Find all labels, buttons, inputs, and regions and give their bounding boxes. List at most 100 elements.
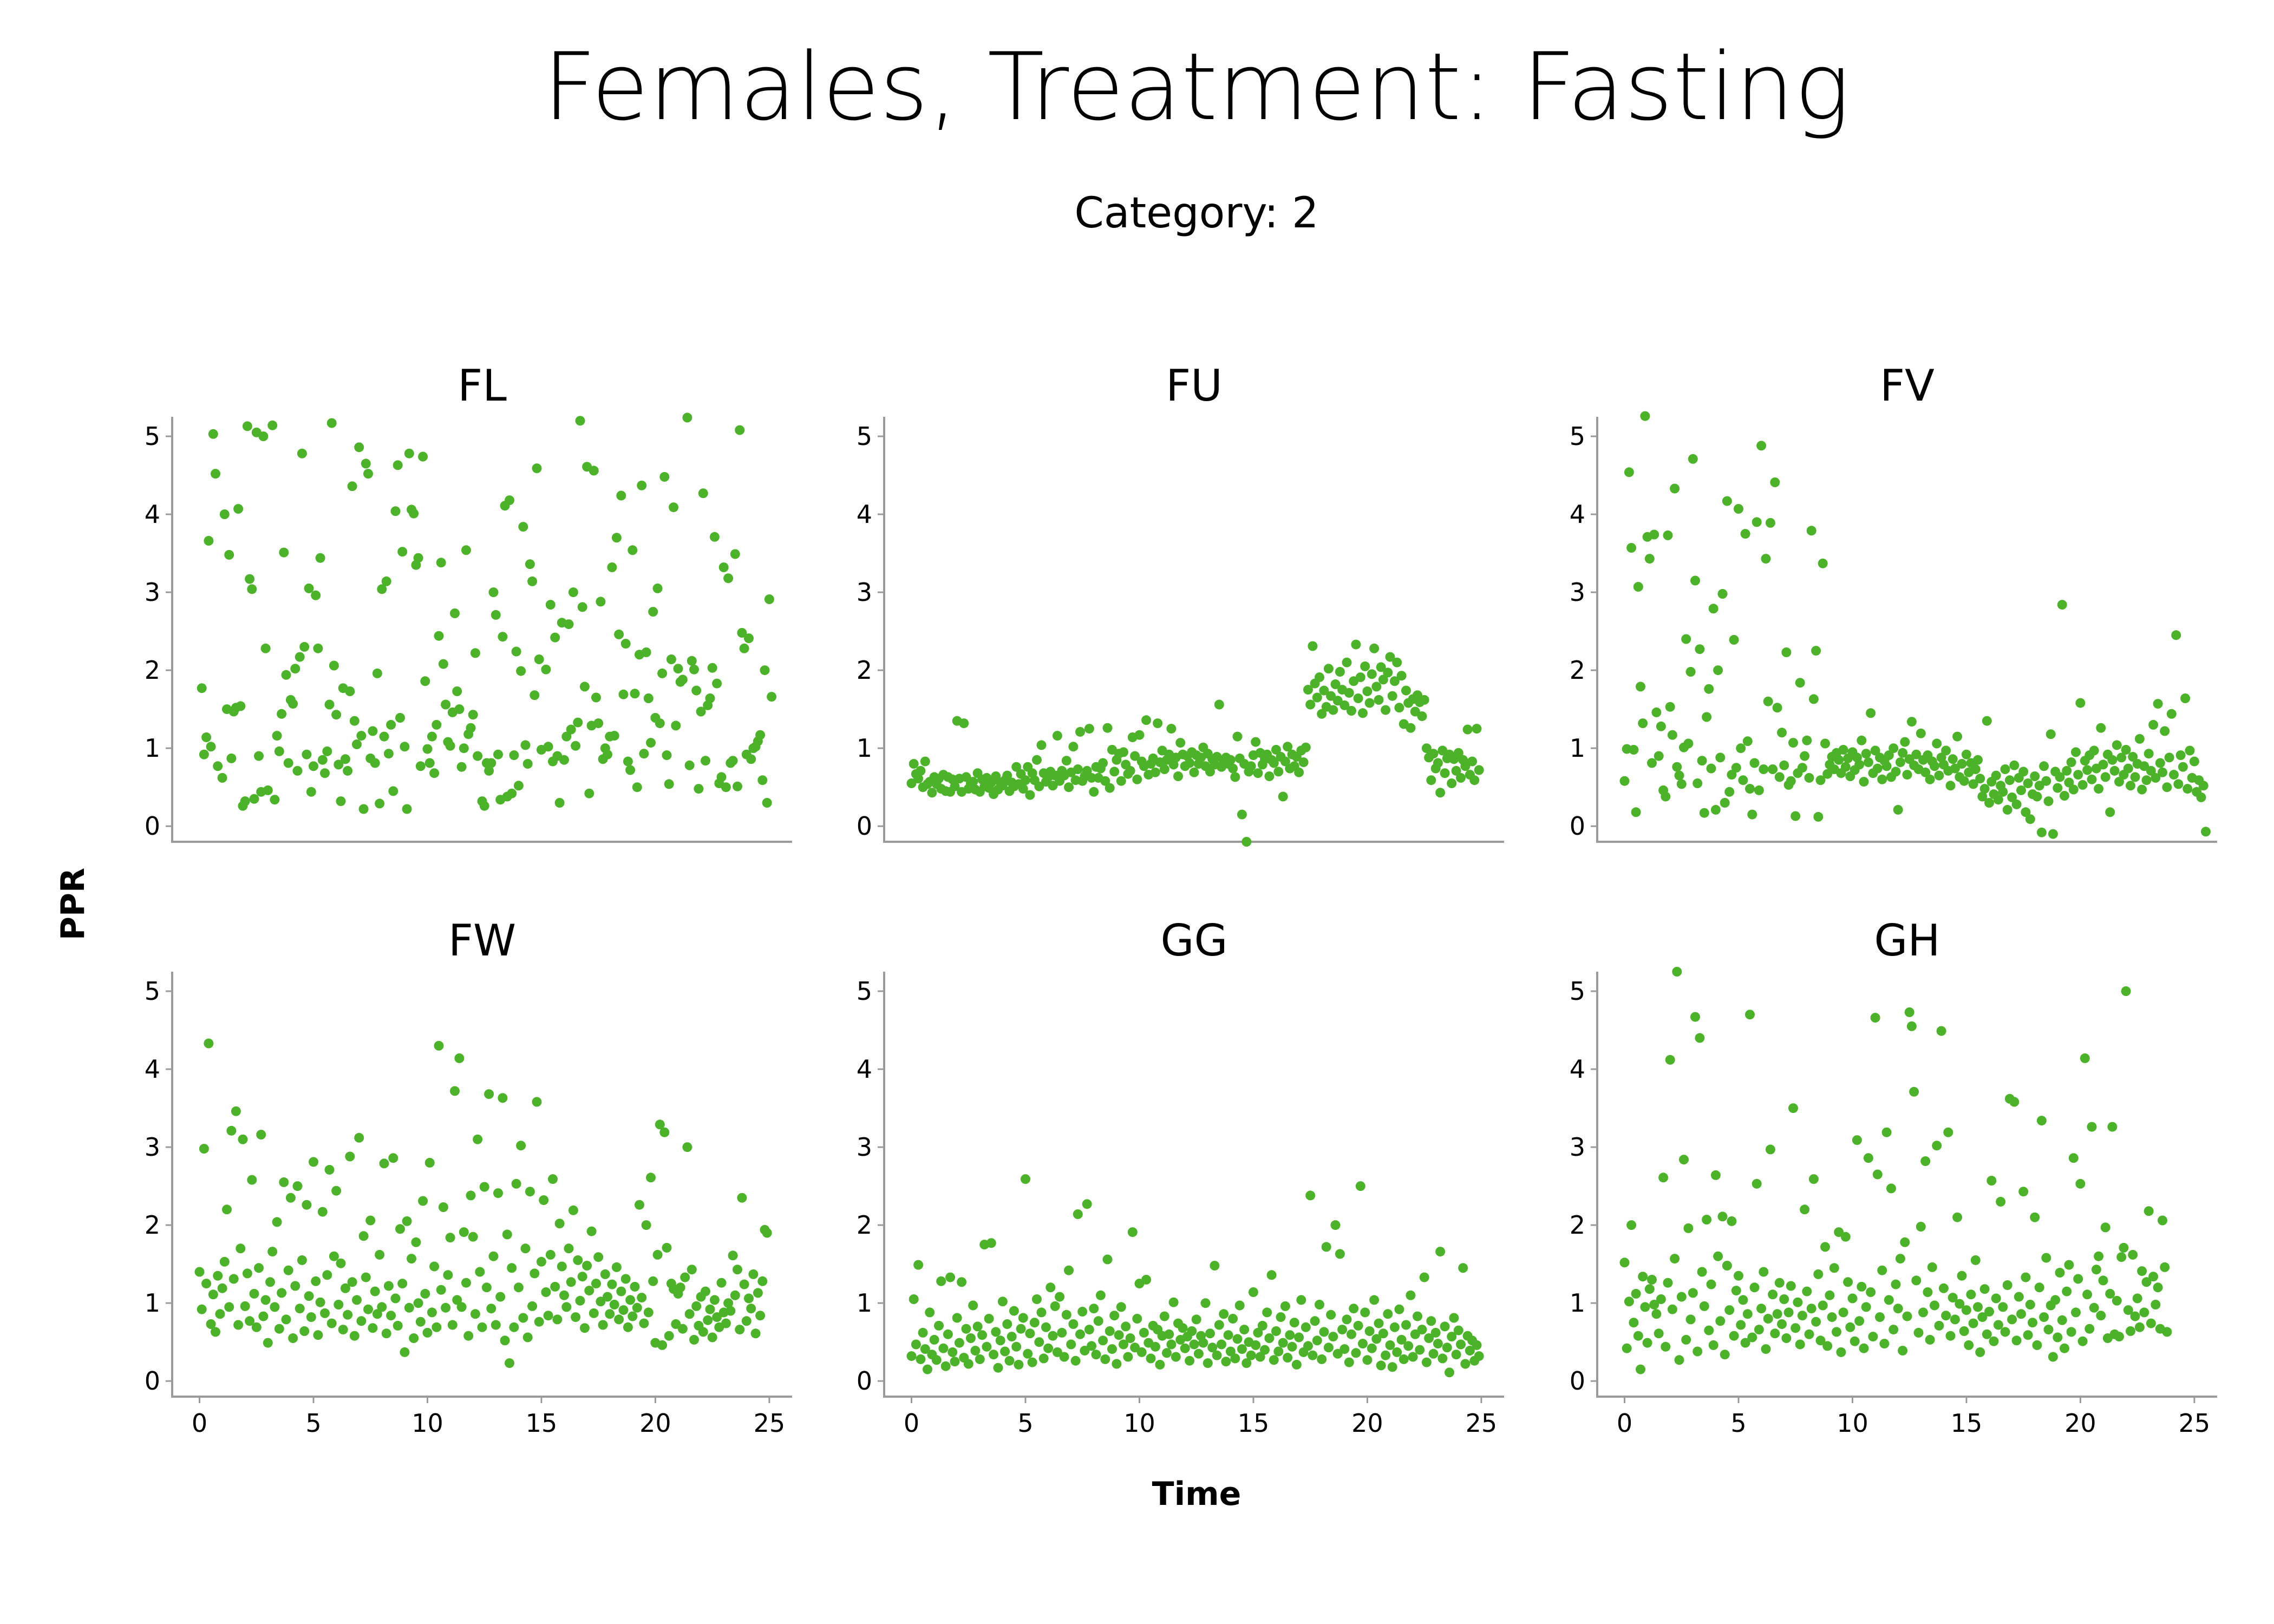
data-point bbox=[1656, 721, 1666, 731]
data-point bbox=[923, 1364, 932, 1374]
data-point bbox=[737, 1193, 747, 1203]
data-point bbox=[1977, 1312, 1988, 1322]
data-point bbox=[1125, 1333, 1135, 1343]
data-point bbox=[950, 781, 960, 791]
data-point bbox=[409, 1333, 419, 1343]
data-point bbox=[554, 1219, 565, 1229]
data-point bbox=[632, 1302, 642, 1313]
data-point bbox=[1729, 1331, 1739, 1341]
data-point bbox=[916, 1354, 926, 1364]
data-point bbox=[1437, 1353, 1448, 1364]
data-point bbox=[1130, 751, 1140, 761]
data-point bbox=[1644, 554, 1655, 564]
data-point bbox=[1822, 1341, 1833, 1351]
x-tick-label: 25 bbox=[2179, 1409, 2211, 1438]
data-point bbox=[249, 1288, 259, 1299]
data-point bbox=[197, 683, 207, 693]
y-axis-label: PPR bbox=[54, 868, 92, 940]
data-point bbox=[1911, 1275, 1922, 1286]
data-point bbox=[1264, 1333, 1275, 1343]
data-point bbox=[290, 1281, 300, 1291]
data-point bbox=[1278, 791, 1288, 802]
data-point bbox=[1745, 1010, 1755, 1020]
data-point bbox=[1205, 767, 1215, 777]
data-point bbox=[436, 558, 446, 568]
data-point bbox=[733, 781, 742, 791]
data-point bbox=[2055, 772, 2065, 782]
data-point bbox=[1217, 1339, 1226, 1350]
data-point bbox=[911, 1339, 921, 1350]
data-point bbox=[968, 1300, 978, 1311]
data-point bbox=[1406, 723, 1416, 733]
data-point bbox=[1319, 1327, 1329, 1337]
data-point bbox=[762, 798, 772, 808]
x-tick-label: 10 bbox=[1837, 1409, 1868, 1438]
data-point bbox=[1472, 724, 1482, 734]
data-point bbox=[571, 741, 581, 751]
data-point bbox=[388, 786, 398, 796]
data-point bbox=[1624, 467, 1634, 477]
data-point bbox=[1456, 1339, 1466, 1350]
data-point bbox=[2094, 1251, 2104, 1261]
data-point bbox=[1029, 1318, 1040, 1328]
data-point bbox=[1273, 1346, 1284, 1357]
data-point bbox=[1353, 1320, 1363, 1331]
data-point bbox=[1797, 1311, 1807, 1321]
data-point bbox=[1738, 1295, 1748, 1305]
data-point bbox=[1381, 1350, 1391, 1360]
data-point bbox=[696, 706, 706, 717]
data-point bbox=[1920, 1156, 1931, 1166]
panel-title: FL bbox=[458, 361, 507, 411]
data-point bbox=[1474, 1351, 1484, 1361]
data-point bbox=[1647, 1274, 1657, 1285]
data-point bbox=[1945, 781, 1956, 791]
data-point bbox=[1445, 1367, 1454, 1378]
data-point bbox=[623, 1322, 633, 1332]
data-point bbox=[520, 740, 531, 750]
data-point bbox=[1916, 728, 1926, 738]
data-point bbox=[1788, 1103, 1798, 1114]
data-point bbox=[297, 448, 307, 459]
data-point bbox=[2023, 778, 2033, 788]
data-point bbox=[402, 804, 412, 814]
data-point bbox=[336, 796, 346, 807]
data-point bbox=[579, 1323, 590, 1333]
data-point bbox=[2201, 827, 2211, 837]
data-point bbox=[641, 1220, 651, 1230]
data-point bbox=[1868, 1332, 1878, 1342]
data-point bbox=[260, 643, 271, 653]
data-point bbox=[1075, 1329, 1085, 1339]
data-point bbox=[1164, 1329, 1174, 1339]
data-point bbox=[1289, 1318, 1299, 1328]
data-point bbox=[2134, 1322, 2145, 1332]
data-point bbox=[1401, 1320, 1411, 1330]
data-point bbox=[507, 1263, 517, 1273]
data-point bbox=[1815, 1335, 1826, 1346]
data-point bbox=[513, 1282, 524, 1293]
data-point bbox=[1308, 641, 1318, 651]
axis-frame bbox=[171, 417, 792, 843]
y-tick-label: 4 bbox=[1570, 1055, 1585, 1084]
data-point bbox=[1251, 1340, 1261, 1350]
data-point bbox=[304, 583, 314, 593]
data-point bbox=[1681, 634, 1691, 644]
data-point bbox=[1077, 1307, 1088, 1317]
data-point bbox=[559, 1290, 569, 1300]
y-tick-label: 1 bbox=[857, 1288, 872, 1318]
data-point bbox=[1467, 756, 1478, 767]
data-point bbox=[2096, 1311, 2106, 1321]
data-point bbox=[718, 562, 729, 572]
y-tick-label: 2 bbox=[857, 656, 872, 685]
data-point bbox=[1371, 1334, 1382, 1344]
data-point bbox=[2048, 1352, 2058, 1362]
y-tick-label: 1 bbox=[1570, 1288, 1585, 1318]
data-point bbox=[628, 1311, 638, 1321]
data-point bbox=[2096, 723, 2106, 733]
data-point bbox=[2034, 1282, 2044, 1293]
data-point bbox=[484, 765, 494, 776]
data-point bbox=[1458, 1263, 1468, 1273]
data-point bbox=[1312, 1335, 1322, 1346]
data-point bbox=[363, 1304, 373, 1314]
data-point bbox=[1214, 1320, 1224, 1330]
data-point bbox=[2053, 1332, 2063, 1343]
